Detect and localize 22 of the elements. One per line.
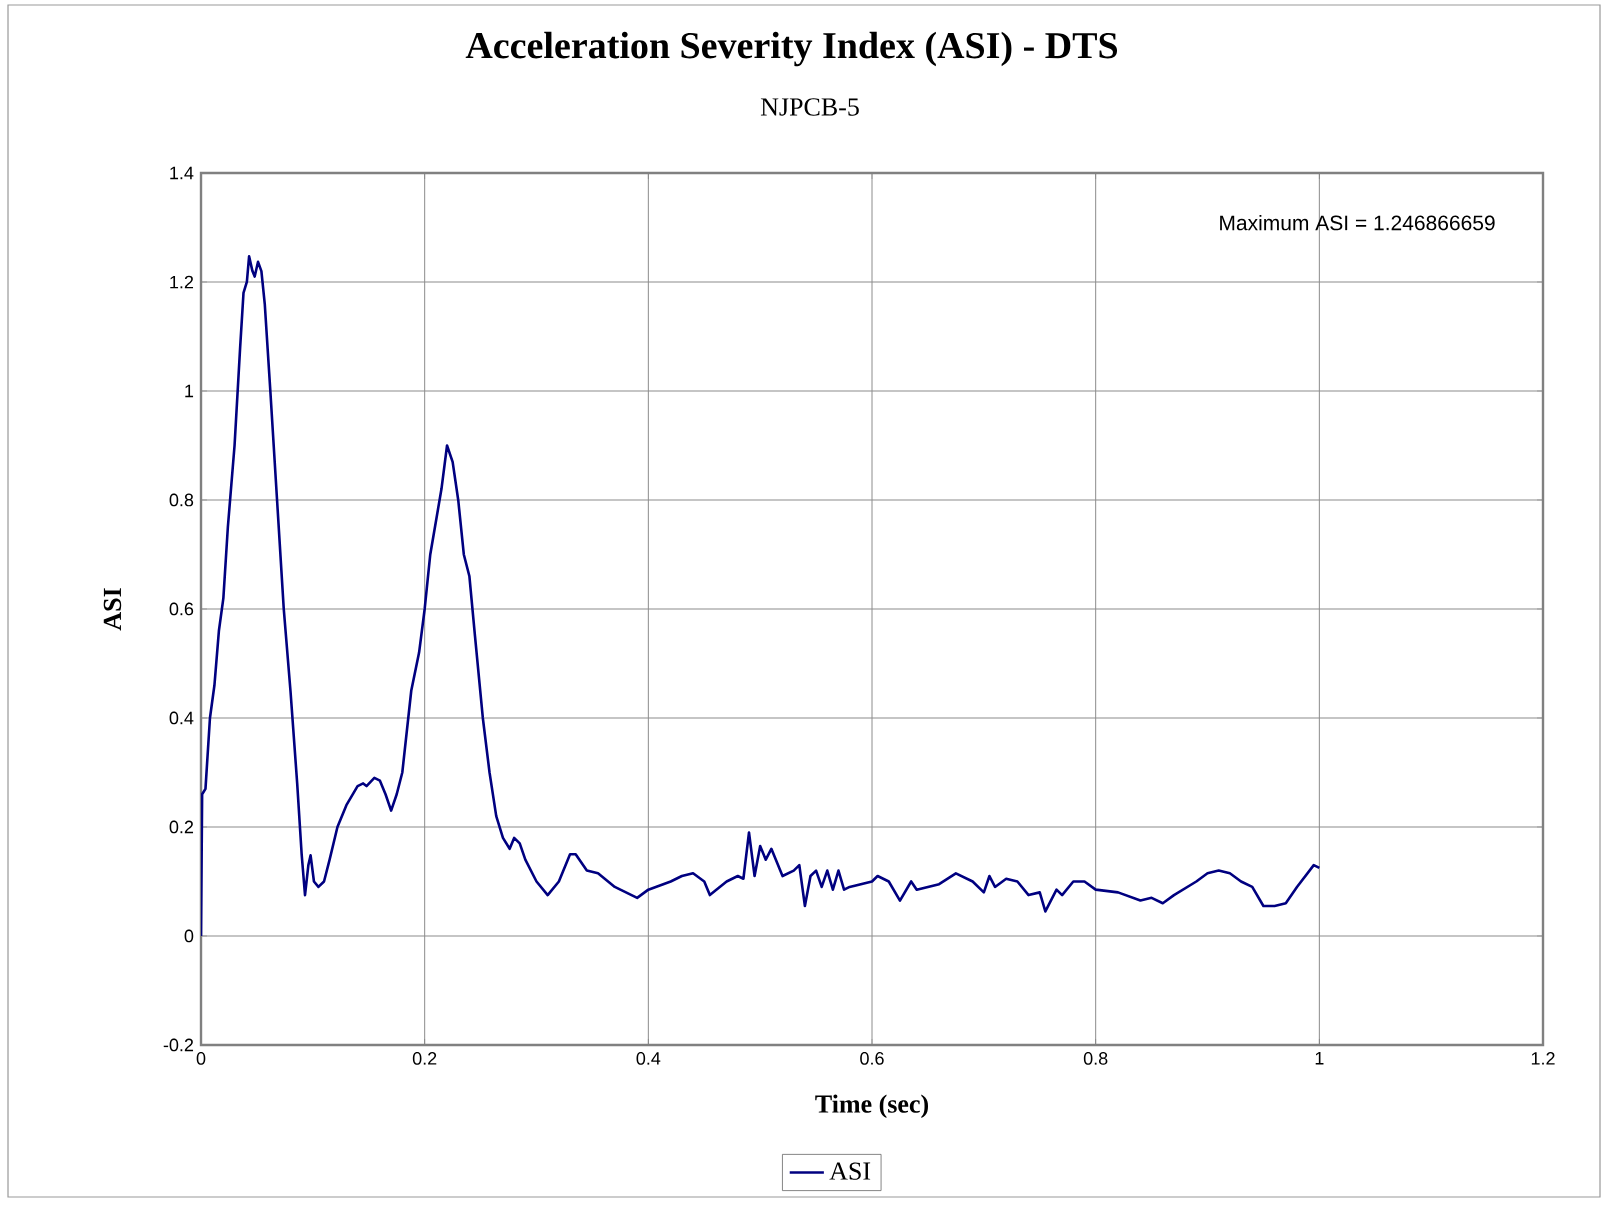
x-axis-title: Time (sec)	[815, 1094, 929, 1119]
y-tick-label: 1.4	[170, 166, 194, 180]
chart-subtitle: NJPCB-5	[760, 98, 859, 116]
y-tick-label: 1	[185, 384, 194, 398]
x-tick-label: 0.2	[412, 1052, 437, 1065]
x-tick-label: 1.2	[1531, 1052, 1555, 1065]
annotation: Maximum ASI = 1.246866659	[1220, 214, 1495, 231]
y-axis-title: ASI	[103, 588, 122, 631]
x-tick-label: 0	[196, 1052, 206, 1065]
y-tick-label: 0.6	[169, 602, 194, 616]
y-tick-label: 0.2	[169, 820, 194, 834]
y-tick-label: 0.8	[169, 493, 194, 507]
y-tick-label: -0.2	[163, 1038, 194, 1052]
x-tick-label: 0.4	[636, 1052, 661, 1065]
x-tick-label: 1	[1315, 1052, 1324, 1065]
y-tick-label: 1.2	[170, 275, 194, 289]
x-tick-label: 0.6	[860, 1052, 884, 1065]
y-tick-label: 0.4	[169, 711, 194, 725]
chart-title: Acceleration Severity Index (ASI) - DTS	[465, 31, 1118, 67]
x-tick-label: 0.8	[1083, 1052, 1108, 1065]
legend-label: ASI	[829, 1162, 871, 1180]
y-tick-label: 0	[184, 929, 194, 943]
